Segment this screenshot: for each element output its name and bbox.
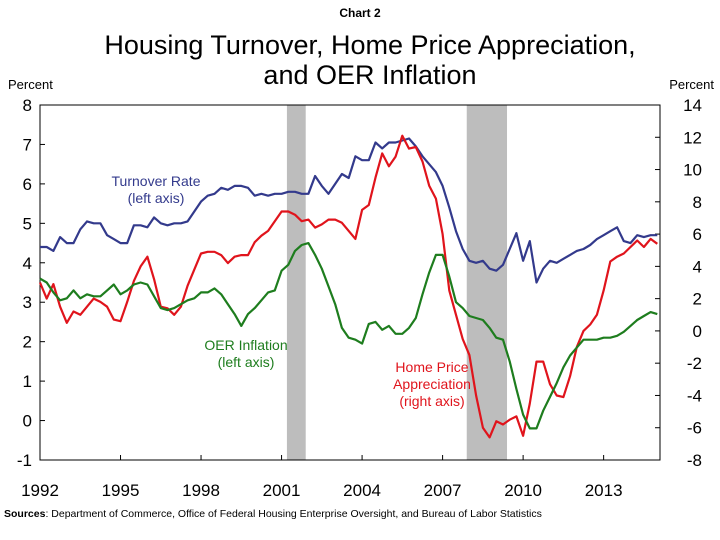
sources-note: Sources: Department of Commerce, Office … [4, 508, 542, 520]
x-tick-label: 2010 [504, 481, 542, 500]
right-tick-label: 8 [693, 193, 702, 212]
left-tick-label: 5 [23, 214, 32, 233]
right-tick-label: 0 [693, 322, 702, 341]
right-tick-label: 4 [693, 257, 702, 276]
annotation-hpa: Home Price [395, 359, 468, 375]
right-tick-label: 14 [683, 96, 702, 115]
annotation-hpa: Appreciation [393, 376, 471, 392]
left-tick-label: 6 [23, 175, 32, 194]
right-tick-label: 12 [683, 128, 702, 147]
right-tick-label: -8 [687, 451, 702, 470]
x-tick-label: 2004 [343, 481, 381, 500]
recession-band-1 [286, 105, 306, 460]
left-tick-label: 1 [23, 372, 32, 391]
annotation-hpa: (right axis) [399, 393, 464, 409]
series-line-turnover [40, 137, 658, 284]
annotation-oer: (left axis) [218, 354, 275, 370]
left-tick-label: -1 [17, 451, 32, 470]
series-line-hpa [38, 134, 658, 439]
left-tick-label: 0 [23, 412, 32, 431]
right-tick-label: 2 [693, 290, 702, 309]
right-tick-label: -2 [687, 354, 702, 373]
x-tick-label: 2013 [585, 481, 623, 500]
sources-text: : Department of Commerce, Office of Fede… [45, 508, 542, 520]
x-tick-label: 2007 [424, 481, 462, 500]
left-tick-label: 3 [23, 293, 32, 312]
annotation-oer: OER Inflation [204, 337, 287, 353]
chart-title: Housing Turnover, Home Price Appreciatio… [104, 30, 636, 90]
right-tick-label: 6 [693, 225, 702, 244]
right-tick-label: -4 [687, 386, 702, 405]
x-tick-label: 1995 [102, 481, 140, 500]
right-axis-unit: Percent [669, 77, 714, 92]
right-tick-label: 10 [683, 161, 702, 180]
chart-label: Chart 2 [339, 6, 381, 20]
recession-band-2 [466, 105, 508, 460]
left-tick-label: 2 [23, 333, 32, 352]
annotation-turnover: Turnover Rate [112, 173, 201, 189]
left-axis-unit: Percent [8, 77, 53, 92]
left-tick-label: 7 [23, 135, 32, 154]
series-line-oer [39, 242, 658, 430]
left-tick-label: 4 [23, 254, 32, 273]
x-tick-label: 1992 [21, 481, 59, 500]
x-tick-label: 1998 [182, 481, 220, 500]
left-tick-label: 8 [23, 96, 32, 115]
right-tick-label: -6 [687, 419, 702, 438]
annotation-turnover: (left axis) [128, 190, 185, 206]
sources-label: Sources [4, 508, 46, 520]
x-tick-label: 2001 [263, 481, 301, 500]
